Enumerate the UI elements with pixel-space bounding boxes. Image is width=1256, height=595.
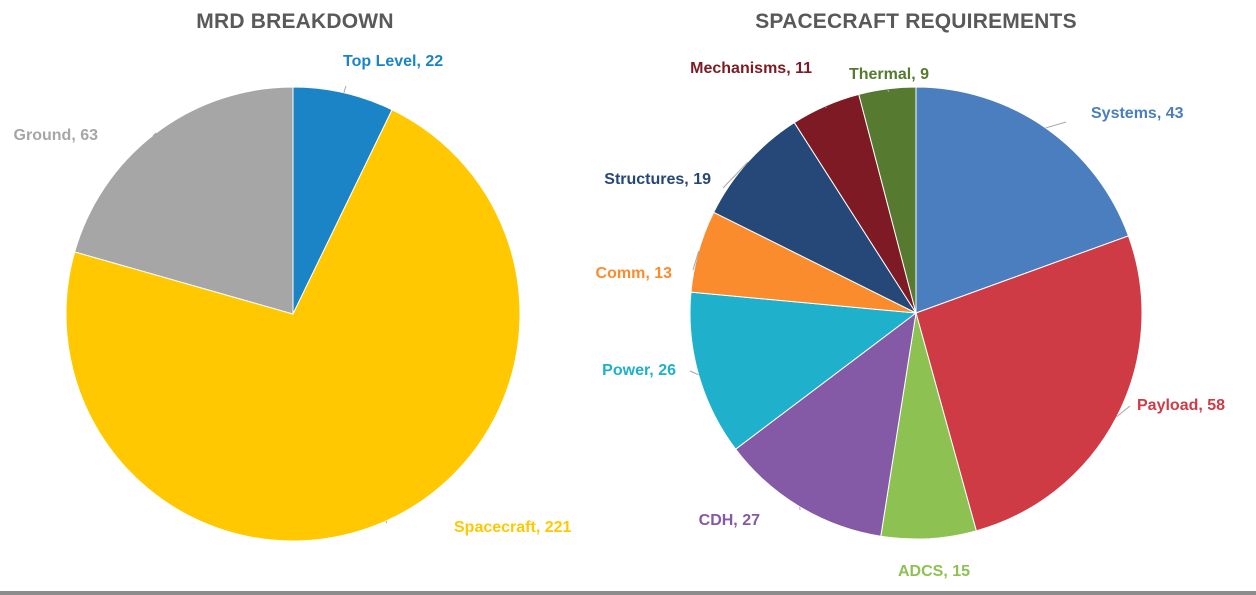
pie-chart-spacecraft-requirements: Systems, 43 Payload, 58 ADCS, 15 CDH, 27 Pow… (596, 60, 1226, 580)
data-label-spacecraft: Spacecraft, 221 (454, 519, 572, 536)
data-label-mechanisms: Mechanisms, 11 (690, 60, 812, 77)
data-label-power: Power, 26 (602, 362, 676, 379)
data-label-systems: Systems, 43 (1091, 105, 1184, 122)
leader-line-spacecraft (385, 520, 388, 524)
pie-chart-mrd-breakdown: Top Level, 22 Spacecraft, 221 Ground, 63 (14, 53, 572, 542)
leader-line-comm (692, 251, 700, 271)
leader-line-ground (152, 132, 157, 137)
data-label-thermal: Thermal, 9 (849, 66, 929, 83)
chart-title-spacecraft-requirements: SPACECRAFT REQUIREMENTS (755, 10, 1077, 33)
leader-line-mechanisms (824, 105, 827, 109)
pie-slice-systems (915, 86, 1130, 314)
data-label-adcs: ADCS, 15 (898, 563, 970, 580)
data-label-cdh: CDH, 27 (699, 512, 760, 529)
data-label-comm: Comm, 13 (596, 265, 673, 282)
leader-line-systems (1045, 121, 1067, 129)
chart-title-mrd-breakdown: MRD BREAKDOWN (196, 10, 394, 33)
leader-line-top-level (343, 85, 347, 93)
data-label-payload: Payload, 58 (1137, 397, 1225, 414)
data-label-ground: Ground, 63 (14, 127, 99, 144)
bottom-divider (0, 591, 1256, 595)
pie-slice-ground (74, 86, 294, 315)
data-label-top-level: Top Level, 22 (343, 53, 443, 70)
pie-slice-payload (915, 235, 1143, 532)
data-label-structures: Structures, 19 (604, 171, 711, 188)
leader-line-payload (1116, 405, 1131, 417)
leader-line-structures (722, 161, 749, 189)
pie-slice-spacecraft (65, 109, 521, 542)
leader-line-thermal (886, 88, 890, 93)
pie-slice-top-level (292, 86, 393, 315)
leader-line-power (689, 370, 699, 376)
